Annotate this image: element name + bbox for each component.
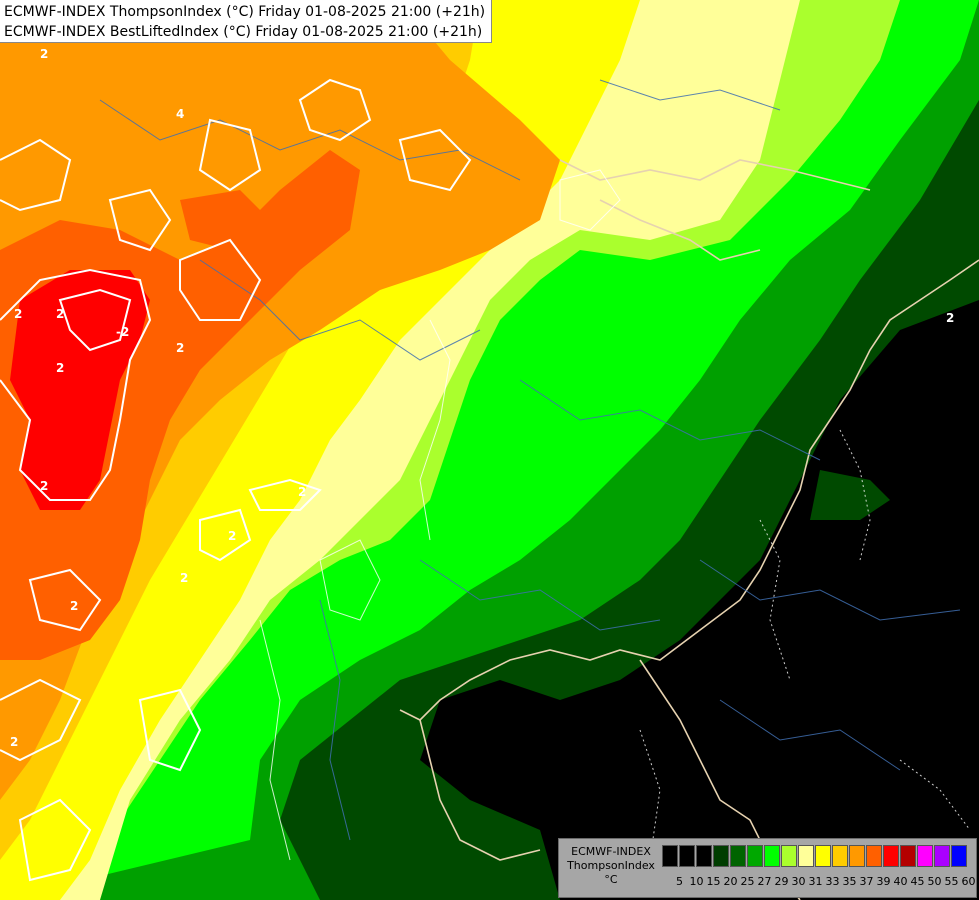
contour-label: 2 [180, 571, 188, 585]
contour-label: 2 [298, 485, 306, 499]
title-line-thompson: ECMWF-INDEX ThompsonIndex (°C) Friday 01… [4, 4, 486, 20]
map-title: ECMWF-INDEX ThompsonIndex (°C) Friday 01… [0, 0, 493, 43]
legend-swatch [730, 845, 746, 867]
contour-label: 2 [40, 47, 48, 61]
contour-label: 2 [70, 599, 78, 613]
legend-tick: 37 [859, 875, 874, 888]
legend-swatch [934, 845, 950, 867]
legend-tick: 35 [842, 875, 857, 888]
title-line-lifted: ECMWF-INDEX BestLiftedIndex (°C) Friday … [4, 24, 483, 40]
legend-swatch [679, 845, 695, 867]
legend-tick: 20 [723, 875, 738, 888]
legend-swatch [849, 845, 865, 867]
dotted-contours [639, 429, 971, 861]
legend-tick: 45 [910, 875, 925, 888]
legend-tick: 60 [961, 875, 976, 888]
field-red [10, 270, 150, 510]
contours [0, 78, 472, 882]
legend-unit: °C [604, 873, 618, 886]
field-dark-orange-patch [180, 190, 270, 250]
legend-swatch [951, 845, 967, 867]
legend-swatch [900, 845, 916, 867]
contour-label: 2 [10, 735, 18, 749]
legend-tick: 27 [757, 875, 772, 888]
legend-model: ECMWF-INDEX [571, 845, 651, 858]
legend-tick: 39 [876, 875, 891, 888]
contour-label: 2 [14, 307, 22, 321]
legend-tick: 31 [808, 875, 823, 888]
legend-swatch [883, 845, 899, 867]
legend-swatch [798, 845, 814, 867]
legend-swatch [747, 845, 763, 867]
legend-swatches [662, 845, 968, 867]
contour-label-group: 2 2 2 2 2 2 2 2 2 2 4 2 -2 2 [10, 47, 954, 749]
field-orange [0, 0, 560, 800]
color-legend: ECMWF-INDEX ThompsonIndex °C 5 10 15 20 25 27… [558, 838, 977, 898]
legend-tick: 30 [791, 875, 806, 888]
legend-swatch [866, 845, 882, 867]
rivers [99, 79, 961, 841]
legend-tick: 29 [774, 875, 789, 888]
field-dark-green-patch [810, 470, 890, 520]
legend-tick: 5 [676, 875, 683, 888]
contour-label: 2 [228, 529, 236, 543]
legend-tick: 50 [927, 875, 942, 888]
thin-contours [259, 169, 621, 861]
legend-tick: 25 [740, 875, 755, 888]
contour-label: 2 [40, 479, 48, 493]
legend-swatch [662, 845, 678, 867]
legend-tick: 40 [893, 875, 908, 888]
contour-label: 2 [176, 341, 184, 355]
legend-swatch [713, 845, 729, 867]
legend-tick: 15 [706, 875, 721, 888]
legend-ticks: 5 10 15 20 25 27 29 30 31 33 35 37 39 40 45 50 55 60 [671, 875, 977, 888]
legend-tick: 10 [689, 875, 704, 888]
legend-swatch [832, 845, 848, 867]
legend-swatch [781, 845, 797, 867]
legend-tick: 55 [944, 875, 959, 888]
legend-swatch [696, 845, 712, 867]
contour-label: 2 [56, 307, 64, 321]
legend-swatch [917, 845, 933, 867]
legend-parameter: ThompsonIndex [567, 859, 655, 872]
contour-label: -2 [116, 325, 129, 339]
legend-tick: 33 [825, 875, 840, 888]
legend-swatch [764, 845, 780, 867]
contour-label: 2 [56, 361, 64, 375]
contour-label: 4 [176, 107, 184, 121]
legend-swatch [815, 845, 831, 867]
legend-label: ECMWF-INDEX ThompsonIndex °C [563, 845, 659, 887]
contour-label: 2 [946, 311, 954, 325]
